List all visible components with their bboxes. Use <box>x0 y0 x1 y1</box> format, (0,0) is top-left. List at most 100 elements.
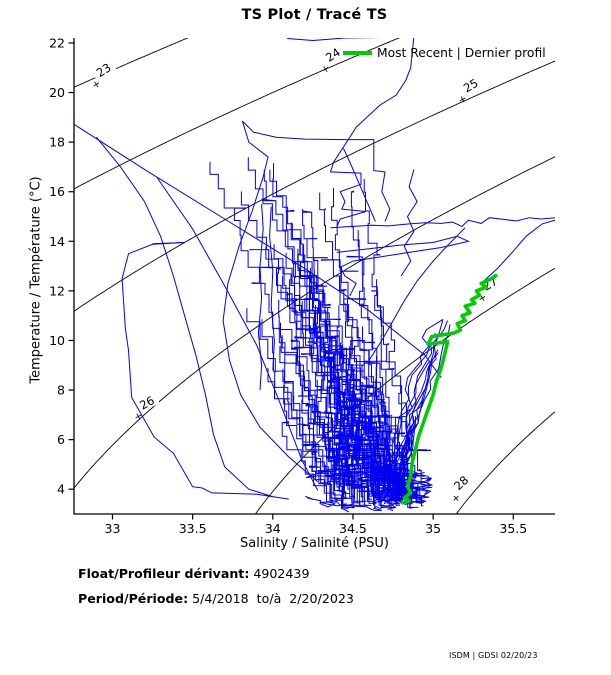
profile-trace <box>374 279 431 485</box>
x-tick-label: 34.5 <box>339 521 367 536</box>
profile-trace <box>96 136 273 498</box>
profile-trace <box>261 319 338 499</box>
profile-trace <box>385 497 405 503</box>
profile-trace <box>287 38 415 227</box>
profile-trace <box>383 479 413 488</box>
profile-trace <box>371 290 428 482</box>
svg-text:25: 25 <box>461 76 481 95</box>
y-tick-label: 18 <box>49 135 65 150</box>
svg-text:26: 26 <box>137 393 156 412</box>
float-id-line: Float/Profileur dérivant: 4902439 <box>78 566 309 581</box>
profile-trace <box>267 367 338 503</box>
page-title: TS Plot / Tracé TS <box>241 7 388 23</box>
profile-trace <box>400 169 418 277</box>
profile-trace <box>372 472 407 480</box>
isopycnal-25 <box>74 60 555 312</box>
profile-trace <box>326 456 363 506</box>
profile-trace <box>344 370 364 473</box>
isopycnal-24 <box>74 38 400 190</box>
isopycnal-23 <box>74 38 189 88</box>
contour-label-25: 25+ <box>457 73 484 107</box>
profile-trace <box>335 498 353 508</box>
y-tick-label: 20 <box>49 85 65 100</box>
contour-label-23: 23+ <box>90 57 117 92</box>
profile-trace <box>347 473 371 495</box>
period-value: 5/4/2018 to/à 2/20/2023 <box>188 591 354 606</box>
svg-text:23: 23 <box>94 60 114 80</box>
profile-trace <box>480 219 555 284</box>
profile-trace <box>395 474 432 490</box>
profile-trace <box>281 421 327 487</box>
profile-trace <box>257 204 264 391</box>
profile-trace <box>317 465 357 478</box>
y-tick-label: 14 <box>49 234 65 249</box>
x-tick-label: 34 <box>265 521 281 536</box>
profile-trace <box>331 187 373 482</box>
profile-trace <box>240 191 400 502</box>
profile-trace <box>156 177 319 491</box>
profile-trace <box>346 190 397 493</box>
y-tick-label: 8 <box>57 383 65 398</box>
profile-trace <box>380 474 408 484</box>
profile-trace <box>342 354 390 508</box>
x-tick-label: 33 <box>105 521 121 536</box>
legend-most-recent-line <box>343 51 372 55</box>
profile-trace <box>341 358 362 484</box>
x-tick-label: 35 <box>425 521 441 536</box>
profile-trace <box>74 123 442 378</box>
y-tick-label: 16 <box>49 184 65 199</box>
most-recent-profile-line <box>400 273 498 505</box>
profile-trace <box>363 178 398 494</box>
profile-trace <box>272 163 391 490</box>
y-tick-label: 6 <box>57 432 65 447</box>
svg-text:24: 24 <box>323 45 343 65</box>
contour-label-24: 24+ <box>319 42 346 77</box>
profile-trace <box>326 372 342 471</box>
profile-trace <box>302 210 360 504</box>
profile-trace <box>330 217 555 229</box>
y-tick-label: 10 <box>49 333 65 348</box>
legend-most-recent-label: Most Recent | Dernier profil <box>377 46 546 60</box>
float-id-label: Float/Profileur dérivant: <box>78 566 250 581</box>
credit-text: ISDM | GDSI 02/20/23 <box>449 651 538 660</box>
contour-label-26: 26+ <box>132 390 160 424</box>
profile-trace <box>121 242 289 500</box>
profile-trace <box>366 491 403 501</box>
y-tick-label: 22 <box>49 35 65 50</box>
profile-trace <box>337 365 363 472</box>
profile-trace <box>222 120 391 483</box>
profile-trace <box>294 262 343 509</box>
x-axis-label: Salinity / Salinité (PSU) <box>240 536 389 551</box>
profile-trace <box>305 495 347 508</box>
profile-trace <box>306 472 376 483</box>
profile-trace <box>332 305 341 491</box>
profile-trace <box>389 444 402 502</box>
svg-text:+: + <box>450 492 464 506</box>
profile-trace <box>269 206 275 371</box>
float-id-value: 4902439 <box>249 566 310 581</box>
y-tick-label: 4 <box>57 482 65 497</box>
isopycnal-28 <box>455 411 555 514</box>
profile-trace <box>333 394 345 482</box>
profile-trace <box>413 483 432 495</box>
profile-trace <box>342 502 400 513</box>
profile-trace <box>209 161 350 494</box>
profile-trace <box>342 148 376 222</box>
tick-labels: 33 33.5 34 34.5 35 35.5 4 6 8 10 12 14 16 18 20 22 <box>49 35 527 536</box>
profile-trace <box>387 333 436 497</box>
contour-label-28: 28+ <box>447 469 474 506</box>
profile-trace <box>332 259 422 504</box>
y-axis-label: Temperature / Température (°C) <box>28 176 44 384</box>
x-tick-label: 35.5 <box>499 521 527 536</box>
profile-trace <box>246 308 334 502</box>
y-tick-label: 12 <box>49 283 65 298</box>
profile-trace <box>385 432 424 504</box>
profile-trace <box>356 481 372 486</box>
profile-trace <box>364 472 388 478</box>
axes-lines <box>73 38 555 515</box>
x-tick-label: 33.5 <box>179 521 207 536</box>
period-label: Period/Période: <box>78 591 189 606</box>
profile-lines <box>74 38 555 513</box>
